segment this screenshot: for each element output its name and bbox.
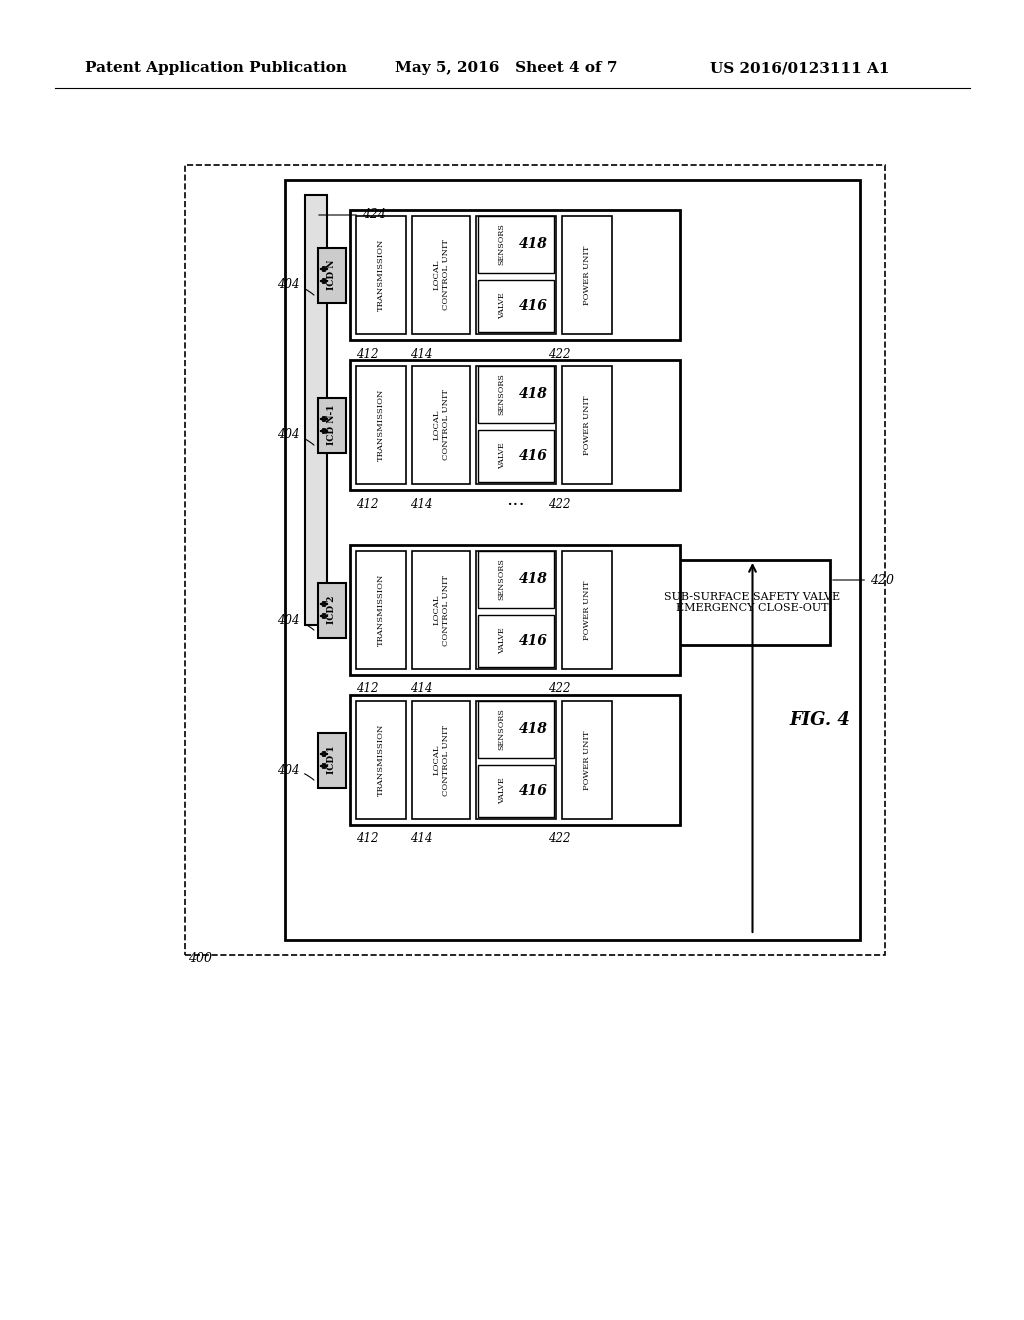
Bar xyxy=(478,615,554,667)
Text: 418: 418 xyxy=(519,238,548,251)
Bar xyxy=(478,280,554,333)
Bar xyxy=(350,696,680,825)
Text: ICD 1: ICD 1 xyxy=(328,746,337,775)
Text: 416: 416 xyxy=(519,784,548,799)
Text: LOCAL
CONTROL UNIT: LOCAL CONTROL UNIT xyxy=(432,239,450,310)
Text: TRANSMISSION: TRANSMISSION xyxy=(377,574,385,647)
Bar xyxy=(675,560,830,645)
Text: LOCAL
CONTROL UNIT: LOCAL CONTROL UNIT xyxy=(432,574,450,645)
Text: 412: 412 xyxy=(356,682,379,696)
Bar xyxy=(285,180,860,940)
Text: POWER UNIT: POWER UNIT xyxy=(583,581,591,640)
Text: 416: 416 xyxy=(519,300,548,313)
Text: 404: 404 xyxy=(276,279,314,296)
Bar xyxy=(318,248,346,302)
Text: 404: 404 xyxy=(276,429,314,445)
Text: 422: 422 xyxy=(548,347,570,360)
Bar xyxy=(478,430,554,482)
Text: SENSORS: SENSORS xyxy=(498,374,506,416)
Text: Patent Application Publication: Patent Application Publication xyxy=(85,61,347,75)
Text: 418: 418 xyxy=(519,722,548,737)
Bar xyxy=(356,701,406,818)
Bar xyxy=(478,216,554,273)
Bar xyxy=(478,701,554,758)
Text: POWER UNIT: POWER UNIT xyxy=(583,395,591,455)
Text: TRANSMISSION: TRANSMISSION xyxy=(377,389,385,461)
Bar xyxy=(476,701,556,818)
Text: SENSORS: SENSORS xyxy=(498,709,506,750)
Text: 424: 424 xyxy=(318,209,386,222)
Text: LOCAL
CONTROL UNIT: LOCAL CONTROL UNIT xyxy=(432,725,450,796)
Bar xyxy=(478,366,554,422)
Text: VALVE: VALVE xyxy=(498,777,506,804)
Text: 412: 412 xyxy=(356,498,379,511)
Text: 400: 400 xyxy=(188,952,212,965)
Text: VALVE: VALVE xyxy=(498,628,506,655)
Bar xyxy=(476,550,556,669)
Bar xyxy=(318,733,346,788)
Text: 414: 414 xyxy=(410,682,432,696)
Text: 420: 420 xyxy=(833,573,894,586)
Text: FIG. 4: FIG. 4 xyxy=(790,711,851,729)
Bar xyxy=(562,366,612,484)
Bar xyxy=(350,545,680,675)
Text: SENSORS: SENSORS xyxy=(498,223,506,265)
Bar xyxy=(476,366,556,484)
Text: 416: 416 xyxy=(519,449,548,463)
Text: TRANSMISSION: TRANSMISSION xyxy=(377,239,385,312)
Text: 418: 418 xyxy=(519,573,548,586)
Bar xyxy=(318,397,346,453)
Text: TRANSMISSION: TRANSMISSION xyxy=(377,723,385,796)
Text: 422: 422 xyxy=(548,833,570,846)
Text: ICD 2: ICD 2 xyxy=(328,595,337,624)
Bar xyxy=(350,210,680,341)
Bar xyxy=(356,366,406,484)
Bar xyxy=(356,550,406,669)
Bar xyxy=(562,216,612,334)
Text: POWER UNIT: POWER UNIT xyxy=(583,730,591,789)
Bar xyxy=(476,216,556,334)
Text: 422: 422 xyxy=(548,682,570,696)
Text: 414: 414 xyxy=(410,498,432,511)
Text: SUB-SURFACE SAFETY VALVE
EMERGENCY CLOSE-OUT: SUB-SURFACE SAFETY VALVE EMERGENCY CLOSE… xyxy=(665,591,841,614)
Bar xyxy=(350,360,680,490)
Text: POWER UNIT: POWER UNIT xyxy=(583,246,591,305)
Text: 412: 412 xyxy=(356,833,379,846)
Text: VALVE: VALVE xyxy=(498,442,506,470)
Text: 414: 414 xyxy=(410,833,432,846)
Text: VALVE: VALVE xyxy=(498,293,506,319)
Text: May 5, 2016   Sheet 4 of 7: May 5, 2016 Sheet 4 of 7 xyxy=(395,61,617,75)
Text: 418: 418 xyxy=(519,387,548,401)
Text: 422: 422 xyxy=(548,498,570,511)
Bar xyxy=(412,701,470,818)
Bar xyxy=(412,216,470,334)
Text: ICD N: ICD N xyxy=(328,260,337,290)
Text: US 2016/0123111 A1: US 2016/0123111 A1 xyxy=(710,61,890,75)
Bar xyxy=(562,550,612,669)
Bar xyxy=(185,165,885,954)
Text: 414: 414 xyxy=(410,347,432,360)
Text: ...: ... xyxy=(506,491,524,510)
Bar xyxy=(318,582,346,638)
Text: 404: 404 xyxy=(276,614,314,630)
Text: 416: 416 xyxy=(519,634,548,648)
Bar xyxy=(562,701,612,818)
Bar xyxy=(412,366,470,484)
Text: 412: 412 xyxy=(356,347,379,360)
Text: LOCAL
CONTROL UNIT: LOCAL CONTROL UNIT xyxy=(432,389,450,461)
Bar xyxy=(478,766,554,817)
Bar xyxy=(356,216,406,334)
Bar xyxy=(412,550,470,669)
Text: 404: 404 xyxy=(276,763,314,780)
Text: ICD N-1: ICD N-1 xyxy=(328,405,337,445)
Text: SENSORS: SENSORS xyxy=(498,558,506,601)
Bar xyxy=(478,550,554,607)
Bar xyxy=(305,195,327,624)
